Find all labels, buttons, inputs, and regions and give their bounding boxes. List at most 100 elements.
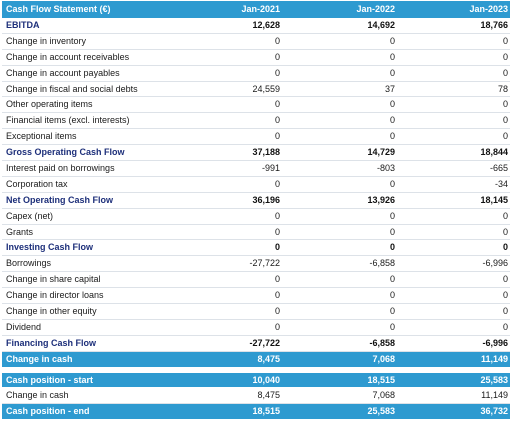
cell-jan-2022: 0 <box>389 115 395 126</box>
row-label: Change in other equity <box>6 306 97 317</box>
row-label: Change in cash <box>6 353 73 364</box>
cell-jan-2021: 0 <box>274 51 280 62</box>
cell-jan-2023: -6,996 <box>482 337 508 348</box>
cell-jan-2022: 0 <box>389 242 395 253</box>
cell-jan-2022: 0 <box>389 210 395 221</box>
cell-jan-2021: -27,722 <box>249 337 280 348</box>
table-body: EBITDA 12,628 14,692 18,766 Change in invent… <box>2 18 510 368</box>
row-label: Capex (net) <box>6 210 54 221</box>
cell-jan-2021: 0 <box>274 67 280 78</box>
cell-jan-2022: 0 <box>389 35 395 46</box>
cell-jan-2023: 18,844 <box>480 147 508 158</box>
cell-jan-2023: 0 <box>502 35 508 46</box>
table-row: Interest paid on borrowings -991 -803 -665 <box>2 161 510 177</box>
row-label: Other operating items <box>6 99 93 110</box>
header-col-jan-2022: Jan-2022 <box>356 4 395 14</box>
table-row: Gross Operating Cash Flow 37,188 14,729 18,… <box>2 145 510 162</box>
cell-jan-2023: 0 <box>502 226 508 237</box>
table-row: Financing Cash Flow -27,722 -6,858 -6,996 <box>2 336 510 352</box>
row-label: Change in share capital <box>6 274 101 285</box>
cell-jan-2022: -803 <box>376 163 395 174</box>
cell-jan-2021: 0 <box>274 99 280 110</box>
cell-jan-2023: -34 <box>494 178 508 189</box>
cell-jan-2021: 12,628 <box>252 20 280 30</box>
cell-jan-2021: -991 <box>261 163 280 174</box>
cell-jan-2022: 7,068 <box>372 390 395 401</box>
table-row: Borrowings -27,722 -6,858 -6,996 <box>2 256 510 273</box>
table-row: Change in cash 8,475 7,068 11,149 <box>2 351 510 368</box>
table-row: Corporation tax 0 0 -34 <box>2 177 510 193</box>
table-row: Change in fiscal and social debts 24,559 3… <box>2 82 510 98</box>
row-label: Financing Cash Flow <box>6 337 97 348</box>
cell-jan-2023: 0 <box>502 210 508 221</box>
cell-jan-2023: 0 <box>502 131 508 142</box>
cell-jan-2023: -665 <box>489 163 508 174</box>
row-label: Investing Cash Flow <box>6 242 94 253</box>
row-label: Exceptional items <box>6 131 77 142</box>
row-label: Borrowings <box>6 258 52 269</box>
row-label: Change in account receivables <box>6 51 130 62</box>
cell-jan-2023: 11,149 <box>481 390 508 401</box>
cell-jan-2023: 0 <box>502 115 508 126</box>
cell-jan-2021: 0 <box>274 321 280 332</box>
row-label: Change in director loans <box>6 290 104 301</box>
table-row: Exceptional items 0 0 0 <box>2 129 510 146</box>
row-label: Financial items (excl. interests) <box>6 115 130 126</box>
cell-jan-2021: 0 <box>274 210 280 221</box>
table-row: Change in inventory 0 0 0 <box>2 34 510 50</box>
table-row: Other operating items 0 0 0 <box>2 97 510 114</box>
cell-jan-2021: 0 <box>274 290 280 301</box>
cell-jan-2023: 0 <box>502 51 508 62</box>
cell-jan-2021: 18,515 <box>252 406 280 417</box>
table-row: Dividend 0 0 0 <box>2 320 510 336</box>
table-row: Cash position - start 10,040 18,515 25,583 <box>2 372 510 389</box>
table-row: Financial items (excl. interests) 0 0 0 <box>2 113 510 130</box>
table-row: Change in director loans 0 0 0 <box>2 288 510 305</box>
cell-jan-2021: 36,196 <box>252 194 280 205</box>
cell-jan-2023: 0 <box>502 242 508 253</box>
cell-jan-2021: 0 <box>274 178 280 189</box>
cell-jan-2022: 14,729 <box>367 147 395 158</box>
table-row: Cash position - end 18,515 25,583 36,732 <box>2 404 510 421</box>
row-label: EBITDA <box>6 20 40 30</box>
cell-jan-2021: -27,722 <box>249 258 280 269</box>
table-header-row: Cash Flow Statement (€) Jan-2021 Jan-202… <box>2 1 510 18</box>
cell-jan-2021: 0 <box>274 115 280 126</box>
cell-jan-2022: 7,068 <box>372 353 395 364</box>
table-row: Change in cash 8,475 7,068 11,149 <box>2 388 510 405</box>
row-label: Change in account payables <box>6 67 120 78</box>
cell-jan-2022: 0 <box>389 321 395 332</box>
row-label: Dividend <box>6 321 42 332</box>
row-label: Gross Operating Cash Flow <box>6 147 125 158</box>
cell-jan-2021: 0 <box>274 226 280 237</box>
cell-jan-2021: 0 <box>274 274 280 285</box>
cell-jan-2021: 8,475 <box>257 390 280 401</box>
cell-jan-2022: 0 <box>389 306 395 317</box>
table-row: Change in other equity 0 0 0 <box>2 304 510 320</box>
table-row: Change in account payables 0 0 0 <box>2 66 510 82</box>
table-row: EBITDA 12,628 14,692 18,766 <box>2 18 510 34</box>
cell-jan-2023: 0 <box>502 306 508 317</box>
cell-jan-2021: 24,559 <box>252 83 280 94</box>
cell-jan-2023: 0 <box>502 67 508 78</box>
cell-jan-2021: 0 <box>274 131 280 142</box>
row-label: Change in fiscal and social debts <box>6 83 138 94</box>
cell-jan-2022: 0 <box>389 290 395 301</box>
cell-jan-2023: -6,996 <box>482 258 508 269</box>
row-label: Change in cash <box>6 390 69 401</box>
header-col-jan-2023: Jan-2023 <box>469 4 508 14</box>
cell-jan-2023: 25,583 <box>480 374 508 385</box>
table-row: Net Operating Cash Flow 36,196 13,926 18,14… <box>2 193 510 209</box>
row-label: Cash position - start <box>6 374 94 385</box>
row-label: Grants <box>6 226 34 237</box>
row-label: Cash position - end <box>6 406 90 417</box>
cell-jan-2021: 0 <box>274 35 280 46</box>
cell-jan-2022: 13,926 <box>367 194 395 205</box>
header-label: Cash Flow Statement (€) <box>6 4 111 14</box>
header-col-jan-2021: Jan-2021 <box>241 4 280 14</box>
table-row: Change in share capital 0 0 0 <box>2 272 510 289</box>
cash-position-summary: Cash position - start 10,040 18,515 25,583 C… <box>2 372 510 421</box>
table-row: Change in account receivables 0 0 0 <box>2 50 510 66</box>
cell-jan-2023: 0 <box>502 321 508 332</box>
